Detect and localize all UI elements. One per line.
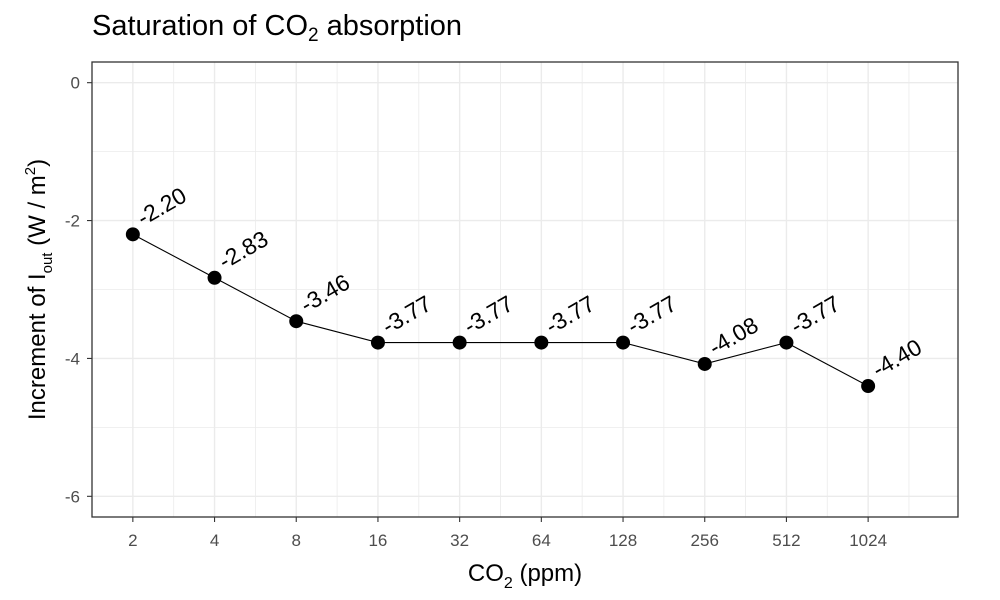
data-label: -3.77 — [541, 290, 599, 339]
x-axis-title: CO2 (ppm) — [468, 560, 582, 592]
data-point — [697, 356, 712, 371]
x-tick-label: 64 — [532, 531, 551, 550]
x-tick-label: 4 — [210, 531, 219, 550]
data-label: -3.77 — [623, 290, 681, 339]
data-label: -2.20 — [132, 182, 190, 231]
y-tick-label: -6 — [65, 487, 80, 506]
x-tick-label: 2 — [128, 531, 137, 550]
y-tick-label: 0 — [71, 74, 80, 93]
series-line — [132, 233, 869, 387]
data-point — [207, 270, 222, 285]
data-point — [125, 227, 140, 242]
grid — [92, 62, 958, 517]
axes: 0 -2 -4 -6 2 4 8 16 32 64 128 256 512 1024 — [65, 74, 887, 550]
x-tick-label: 16 — [368, 531, 387, 550]
chart-title: Saturation of CO2 absorption — [92, 10, 463, 46]
data-label: -3.77 — [459, 290, 517, 339]
data-label: -3.46 — [296, 269, 354, 318]
x-tick-label: 32 — [450, 531, 469, 550]
y-axis-title: Increment of Iout (W / m2) — [22, 159, 56, 420]
x-tick-label: 1024 — [849, 531, 887, 550]
data-point — [779, 335, 794, 350]
data-label: -2.83 — [214, 225, 272, 274]
y-tick-label: -4 — [65, 349, 80, 368]
panel-border — [91, 61, 959, 518]
x-tick-label: 512 — [772, 531, 800, 550]
data-point — [289, 314, 304, 329]
data-point — [370, 335, 385, 350]
data-point — [616, 335, 631, 350]
series-co2 — [125, 227, 876, 394]
data-point — [452, 335, 467, 350]
y-tick-label: -2 — [65, 212, 80, 231]
data-point — [861, 379, 876, 394]
data-labels: -2.20 -2.83 -3.46 -3.77 -3.77 -3.77 -3.77 -4.08… — [132, 182, 926, 382]
x-tick-label: 256 — [691, 531, 719, 550]
data-label: -4.08 — [704, 312, 762, 361]
data-label: -3.77 — [377, 290, 435, 339]
data-point — [534, 335, 549, 350]
x-tick-label: 128 — [609, 531, 637, 550]
x-tick-label: 8 — [292, 531, 301, 550]
data-label: -4.40 — [868, 334, 926, 383]
data-label: -3.77 — [786, 290, 844, 339]
